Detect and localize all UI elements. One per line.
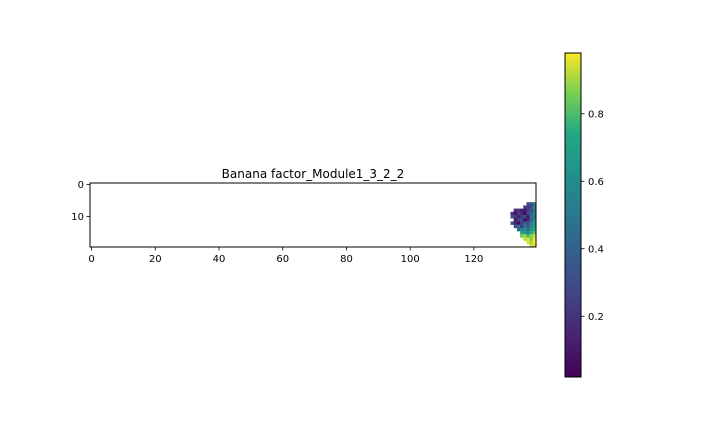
heatmap-cell xyxy=(520,215,524,219)
heatmap-cell xyxy=(510,221,514,225)
heatmap-cell xyxy=(526,221,530,225)
heatmap-cell xyxy=(529,237,534,241)
heatmap-cell xyxy=(532,205,537,209)
colorbar-tick-label: 0.2 xyxy=(588,312,604,323)
heatmap-cell xyxy=(529,218,534,222)
heatmap-cell xyxy=(510,211,514,216)
heatmap-cell xyxy=(516,221,521,225)
heatmap-cell xyxy=(523,231,527,235)
y-tick-label: 10 xyxy=(71,212,84,223)
heatmap-cell xyxy=(520,208,524,213)
heatmap-cell xyxy=(532,215,537,219)
heatmap-cell xyxy=(529,227,534,232)
heatmap-cell xyxy=(520,224,524,229)
heatmap-cell xyxy=(526,234,530,238)
heatmap-cell xyxy=(523,208,527,213)
heatmap-cell xyxy=(523,205,527,209)
x-tick-label: 60 xyxy=(276,254,289,265)
plot-area xyxy=(89,182,537,248)
heatmap-cell xyxy=(526,237,530,241)
heatmap-cell xyxy=(523,224,527,229)
heatmap-cell xyxy=(520,211,524,216)
heatmap-cell xyxy=(516,224,521,229)
heatmap-cell xyxy=(516,211,521,216)
x-tick-label: 120 xyxy=(464,254,483,265)
heatmap-cell xyxy=(513,218,518,222)
heatmap-cell xyxy=(520,231,524,235)
heatmap-cell xyxy=(513,224,518,229)
colorbar-axis: 0.2 0.4 0.6 0.8 xyxy=(581,109,604,323)
heatmap-cell xyxy=(532,240,537,245)
x-tick-label: 80 xyxy=(340,254,353,265)
heatmap-cells xyxy=(510,202,537,248)
heatmap-cell xyxy=(529,234,534,238)
heatmap-cell xyxy=(516,218,521,222)
x-axis: 0 20 40 60 80 100 120 xyxy=(88,247,483,265)
heatmap-cell xyxy=(516,227,521,232)
heatmap-cell xyxy=(529,208,534,213)
colorbar-tick-label: 0.6 xyxy=(588,177,604,188)
chart-title: Banana factor_Module1_3_2_2 xyxy=(222,167,405,181)
x-tick-label: 40 xyxy=(213,254,226,265)
heatmap-cell xyxy=(532,218,537,222)
heatmap-cell xyxy=(516,208,521,213)
heatmap-cell xyxy=(526,205,530,209)
heatmap-cell xyxy=(529,243,534,248)
heatmap-cell xyxy=(532,224,537,229)
heatmap-cell xyxy=(510,215,514,219)
heatmap-cell xyxy=(523,211,527,216)
heatmap-cell xyxy=(529,215,534,219)
heatmap-cell xyxy=(523,227,527,232)
heatmap-cell xyxy=(529,221,534,225)
heatmap-cell xyxy=(526,227,530,232)
colorbar-tick-label: 0.4 xyxy=(588,244,604,255)
heatmap-cell xyxy=(526,231,530,235)
x-tick-label: 20 xyxy=(149,254,162,265)
heatmap-cell xyxy=(529,202,534,206)
x-tick-label: 0 xyxy=(88,254,94,265)
y-axis: 0 10 xyxy=(71,180,90,223)
heatmap-cell xyxy=(526,211,530,216)
heatmap-cell xyxy=(523,221,527,225)
heatmap-cell xyxy=(532,208,537,213)
heatmap-cell xyxy=(532,231,537,235)
heatmap-cell xyxy=(529,240,534,245)
heatmap-cell xyxy=(529,211,534,216)
heatmap-cell xyxy=(532,202,537,206)
heatmap-cell xyxy=(520,234,524,238)
heatmap-cell xyxy=(526,224,530,229)
heatmap-cell xyxy=(532,211,537,216)
heatmap-cell xyxy=(529,205,534,209)
heatmap-cell xyxy=(532,234,537,238)
heatmap-cell xyxy=(513,221,518,225)
y-tick-label: 0 xyxy=(78,180,84,191)
heatmap-cell xyxy=(526,202,530,206)
heatmap-cell xyxy=(523,234,527,238)
heatmap-cell xyxy=(523,215,527,219)
heatmap-cell xyxy=(529,231,534,235)
heatmap-cell xyxy=(526,215,530,219)
colorbar-tick-label: 0.8 xyxy=(588,109,604,120)
heatmap-cell xyxy=(532,227,537,232)
colorbar xyxy=(564,52,582,378)
heatmap-cell xyxy=(529,224,534,229)
heatmap-cell xyxy=(532,243,537,248)
heatmap-cell xyxy=(526,218,530,222)
heatmap-cell xyxy=(526,240,530,245)
heatmap-cell xyxy=(513,211,518,216)
heatmap-cell xyxy=(532,221,537,225)
heatmap-cell xyxy=(513,208,518,213)
heatmap-cell xyxy=(513,215,518,219)
heatmap-cell xyxy=(516,215,521,219)
heatmap-cell xyxy=(520,221,524,225)
heatmap-cell xyxy=(520,218,524,222)
heatmap-cell xyxy=(520,227,524,232)
heatmap-cell xyxy=(523,237,527,241)
heatmap-cell xyxy=(523,218,527,222)
x-tick-label: 100 xyxy=(401,254,420,265)
heatmap-cell xyxy=(526,208,530,213)
heatmap-cell xyxy=(532,237,537,241)
